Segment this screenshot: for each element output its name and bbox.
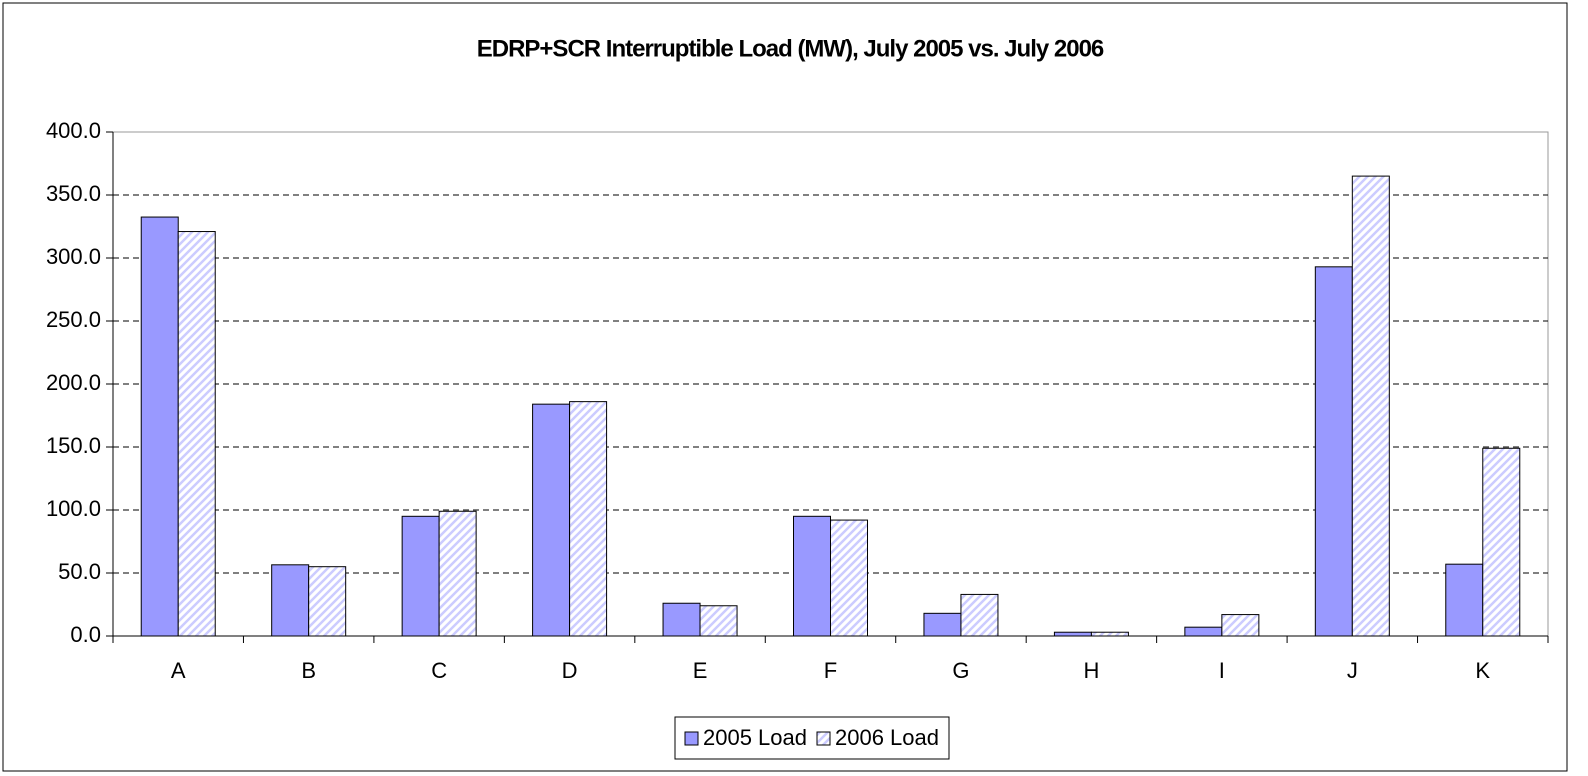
y-tick-label: 50.0	[58, 559, 101, 584]
legend-label: 2005 Load	[703, 725, 807, 750]
bar	[662, 602, 701, 637]
bar	[438, 510, 477, 637]
bar	[140, 216, 179, 637]
bar	[960, 593, 999, 637]
x-tick-label: C	[431, 658, 447, 683]
plot-frame	[113, 131, 1549, 636]
chart-border	[2, 2, 1568, 772]
bar	[1482, 447, 1521, 637]
bar	[1184, 626, 1223, 637]
y-tick-label: 250.0	[46, 307, 101, 332]
bar	[271, 564, 310, 637]
y-tick-label: 100.0	[46, 496, 101, 521]
bar	[1351, 175, 1390, 637]
y-tick-label: 350.0	[46, 181, 101, 206]
x-tick-label: H	[1083, 658, 1099, 683]
chart-title: EDRP+SCR Interruptible Load (MW), July 2…	[477, 35, 1104, 62]
legend-label: 2006 Load	[835, 725, 939, 750]
x-tick-label: E	[693, 658, 708, 683]
bar	[308, 566, 347, 637]
x-tick-label: F	[824, 658, 837, 683]
bar	[793, 515, 831, 637]
bar	[532, 403, 571, 637]
bar	[1445, 563, 1484, 637]
bar	[177, 231, 216, 637]
y-tick-label: 400.0	[46, 118, 101, 143]
legend-box	[674, 716, 950, 760]
bar	[699, 605, 738, 637]
legend-swatch	[816, 731, 831, 746]
x-tick-label: G	[952, 658, 969, 683]
legend-swatch	[684, 731, 699, 746]
y-tick-label: 300.0	[46, 244, 101, 269]
x-tick-label: D	[562, 658, 578, 683]
x-tick-label: I	[1219, 658, 1225, 683]
bar	[401, 515, 440, 637]
bar	[830, 519, 868, 637]
bar	[1053, 631, 1092, 637]
y-tick-label: 0.0	[70, 622, 101, 647]
bar	[569, 401, 608, 637]
x-tick-label: K	[1475, 658, 1490, 683]
y-tick-label: 150.0	[46, 433, 101, 458]
x-tick-label: J	[1347, 658, 1358, 683]
bar	[1090, 631, 1129, 637]
y-tick-label: 200.0	[46, 370, 101, 395]
bar	[1314, 266, 1353, 637]
bar	[1221, 614, 1260, 637]
x-tick-label: A	[171, 658, 186, 683]
x-tick-label: B	[301, 658, 316, 683]
bar	[923, 612, 962, 637]
